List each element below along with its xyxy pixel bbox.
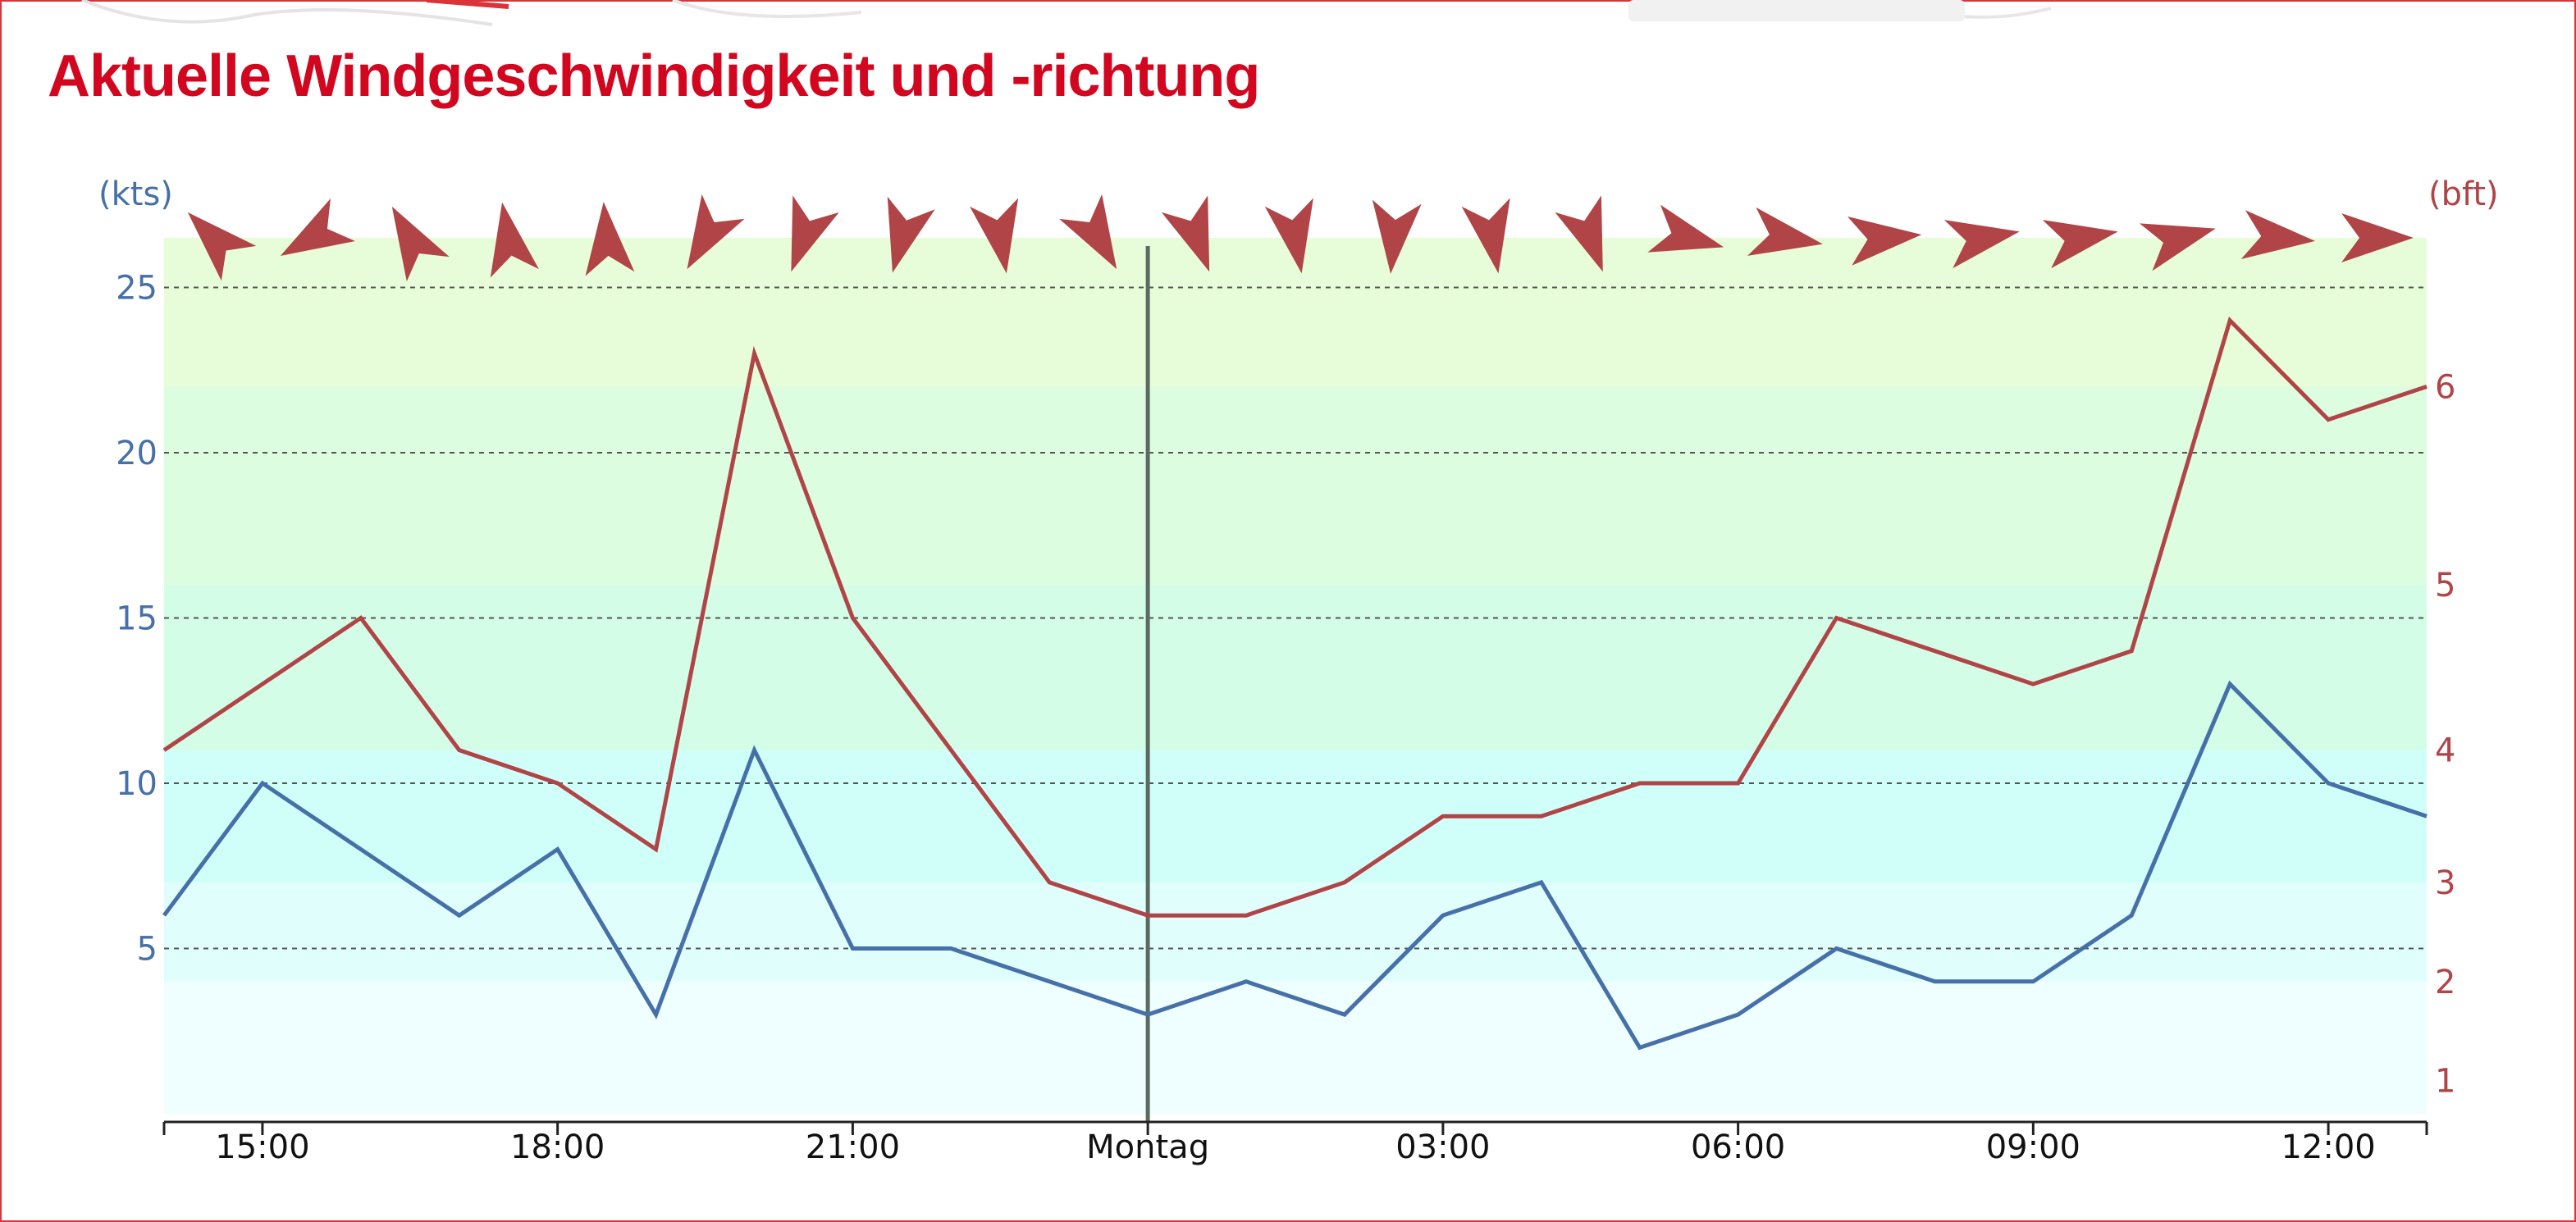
- wind-arrow: [1747, 207, 1823, 256]
- gridlines: [164, 286, 2427, 950]
- wind-arrow: [1848, 216, 1922, 266]
- wind-arrow-shape: [1555, 195, 1603, 272]
- y-axis-right: 1 2 3 4 5 6 (bft): [2428, 176, 2499, 1101]
- series-lines: [162, 317, 2428, 1051]
- wind-arrow-shape: [1461, 198, 1510, 274]
- background-band-0: [164, 981, 2427, 1114]
- wind-arrow: [1555, 195, 1603, 272]
- wind-arrow-shape: [1059, 194, 1117, 270]
- wind-arrow: [1943, 220, 2020, 269]
- header-strip: [0, 0, 2576, 34]
- y-left-unit-label: (kts): [98, 176, 173, 213]
- wind-arrow: [1461, 198, 1510, 274]
- wind-arrow: [1647, 204, 1724, 253]
- y-left-tick-label: 15: [116, 600, 158, 637]
- wind-arrow-shape: [2042, 220, 2118, 269]
- wind-arrow: [791, 195, 839, 272]
- wind-arrow: [187, 212, 257, 281]
- background-band-4: [164, 386, 2427, 586]
- background-band-2: [164, 750, 2427, 882]
- y-left-tick-label: 20: [116, 435, 158, 472]
- background-bands: [164, 238, 2427, 1114]
- series-line-kts: [162, 680, 2428, 1051]
- wind-arrow-shape: [2139, 223, 2216, 271]
- y-right-tick-label: 5: [2435, 567, 2455, 604]
- x-axis: 15:00 18:00 21:00 Montag 03:00 06:00 09:00 12:0…: [162, 1120, 2428, 1166]
- y-right-unit-label: (bft): [2428, 176, 2499, 213]
- x-tick-label: 09:00: [1986, 1129, 2080, 1166]
- wind-arrow: [687, 194, 745, 270]
- header-decoration: [81, 0, 2052, 26]
- wind-arrow-shape: [1161, 195, 1210, 272]
- wind-arrow: [1161, 195, 1210, 272]
- wind-arrow-shape: [1848, 216, 1922, 266]
- wind-arrow-shape: [1747, 207, 1823, 256]
- y-right-tick-label: 6: [2435, 368, 2455, 406]
- wind-arrow: [280, 198, 355, 256]
- x-tick-label: 21:00: [806, 1129, 900, 1166]
- wind-arrow-shape: [1264, 198, 1313, 274]
- y-right-tick-label: 4: [2435, 732, 2455, 770]
- series-line-bft: [162, 317, 2428, 918]
- wind-arrow: [1059, 194, 1117, 270]
- wind-arrow-shape: [1943, 220, 2020, 269]
- wind-arrow-shape: [2240, 210, 2315, 260]
- chart-title: Aktuelle Windgeschwindigkeit und -richtu…: [48, 43, 1260, 109]
- y-right-tick-label: 3: [2435, 864, 2455, 902]
- wind-arrow-shape: [887, 196, 935, 273]
- wind-arrow-shape: [1647, 204, 1724, 253]
- wind-arrow: [970, 198, 1019, 274]
- y-right-tick-label: 2: [2435, 964, 2455, 1001]
- wind-arrow-shape: [585, 202, 635, 276]
- wind-arrow-shape: [2341, 213, 2414, 262]
- x-tick-label: 12:00: [2281, 1129, 2375, 1166]
- wind-arrow: [585, 202, 635, 276]
- wind-arrow-shape: [970, 198, 1019, 274]
- background-band-3: [164, 585, 2427, 750]
- x-tick-label: 03:00: [1395, 1129, 1490, 1166]
- x-tick-label: 18:00: [510, 1129, 605, 1166]
- wind-arrow: [2042, 220, 2118, 269]
- wind-arrow: [1264, 198, 1313, 274]
- x-tick-label: Montag: [1086, 1129, 1209, 1166]
- wind-direction-arrows: [187, 194, 2414, 282]
- wind-arrow: [2240, 210, 2315, 260]
- x-tick-label: 06:00: [1691, 1129, 1785, 1166]
- wind-arrow-shape: [791, 195, 839, 272]
- wind-arrow: [391, 206, 450, 282]
- wind-arrow-shape: [391, 206, 450, 282]
- wind-arrow: [2139, 223, 2216, 271]
- y-right-tick-label: 1: [2435, 1063, 2455, 1101]
- wind-arrow: [490, 202, 539, 278]
- wind-arrow-shape: [280, 198, 355, 256]
- wind-arrow-shape: [687, 194, 745, 270]
- y-left-tick-label: 5: [137, 930, 158, 968]
- wind-arrow-shape: [187, 212, 257, 281]
- wind-arrow-shape: [1372, 199, 1422, 274]
- wind-arrow: [1372, 199, 1422, 274]
- y-axis-left: 5 10 15 20 25 (kts): [98, 176, 173, 968]
- wind-arrow-shape: [490, 202, 539, 278]
- y-left-tick-label: 10: [116, 765, 158, 803]
- x-tick-label: 15:00: [215, 1129, 309, 1166]
- y-left-tick-label: 25: [116, 269, 158, 307]
- background-band-5: [164, 238, 2427, 387]
- wind-arrow: [887, 196, 935, 273]
- wind-arrow: [2341, 213, 2414, 262]
